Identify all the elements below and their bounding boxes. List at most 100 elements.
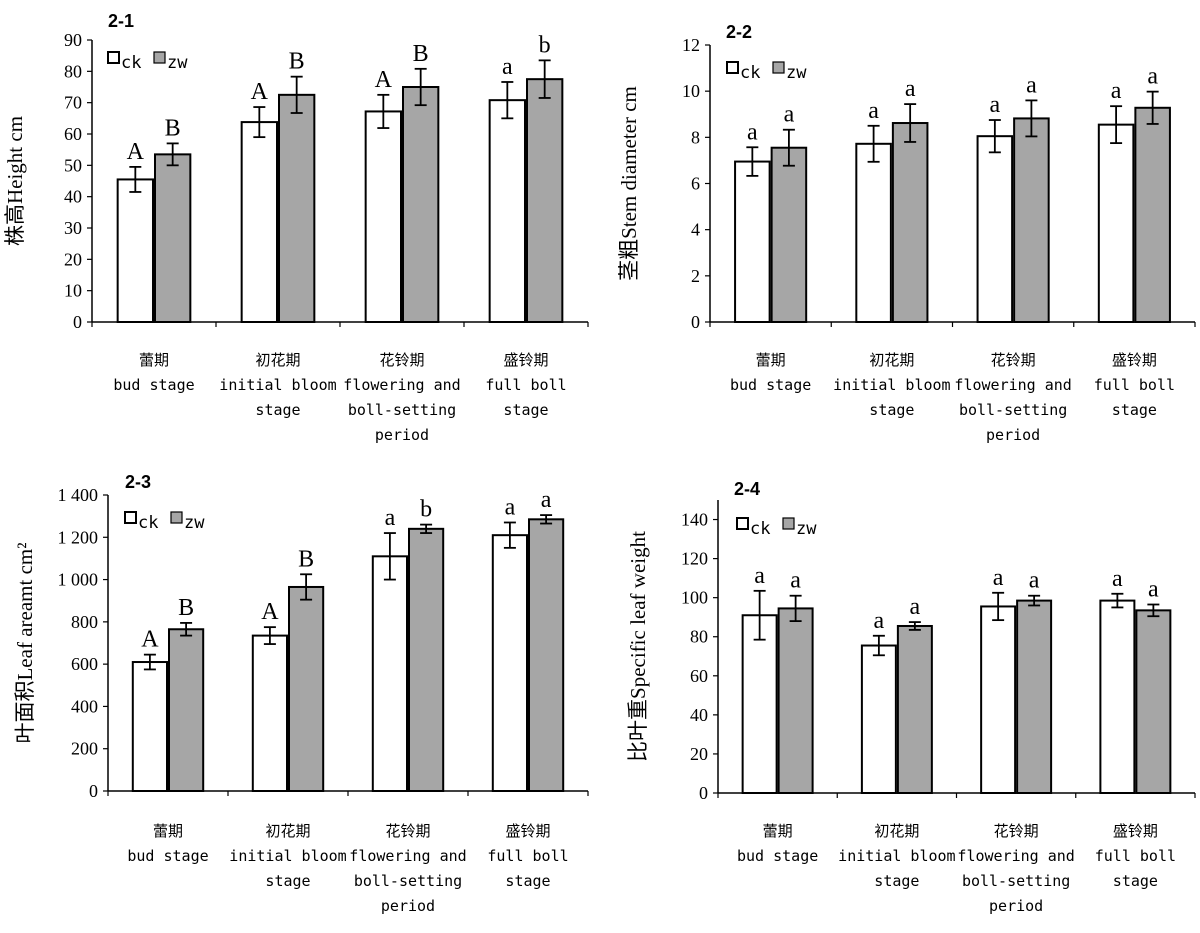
y-tick-label: 60 bbox=[64, 124, 82, 144]
y-tick-label: 1 400 bbox=[58, 485, 99, 505]
significance-label: a bbox=[1147, 64, 1158, 90]
y-tick-label: 800 bbox=[71, 612, 98, 632]
significance-label: a bbox=[505, 494, 516, 520]
x-category-label-cn: 盛铃期 bbox=[1113, 822, 1158, 840]
bar-zw-3 bbox=[1134, 106, 1171, 323]
significance-label: a bbox=[910, 594, 921, 620]
y-tick-label: 80 bbox=[64, 61, 82, 81]
bar-zw-0 bbox=[168, 628, 205, 792]
x-category-label-en: bud stage bbox=[737, 847, 818, 865]
x-category-label-en: boll-setting bbox=[354, 872, 462, 890]
panel-label: 2-2 bbox=[726, 22, 752, 42]
x-category-label-en: boll-setting bbox=[962, 872, 1070, 890]
significance-label: a bbox=[790, 568, 801, 594]
bar-zw-3 bbox=[1135, 609, 1172, 795]
x-category-label-en: boll-setting bbox=[348, 401, 456, 419]
y-tick-label: 10 bbox=[682, 81, 700, 101]
y-tick-label: 0 bbox=[699, 783, 708, 803]
significance-label: a bbox=[1148, 577, 1159, 603]
bar-ck-3 bbox=[491, 534, 528, 793]
x-category-label-cn: 盛铃期 bbox=[1112, 351, 1157, 369]
y-tick-label: 70 bbox=[64, 93, 82, 113]
y-tick-label: 1 200 bbox=[58, 527, 99, 547]
legend: ck zw bbox=[726, 61, 807, 83]
bar-ck-3 bbox=[1099, 599, 1136, 795]
y-tick-label: 20 bbox=[64, 249, 82, 269]
x-category-label-en: flowering and bbox=[957, 847, 1074, 865]
y-axis-title: 叶面积Leaf areamt cm² bbox=[13, 542, 37, 743]
legend: ck zw bbox=[124, 511, 205, 533]
y-tick-label: 1 000 bbox=[58, 570, 99, 590]
y-tick-label: 80 bbox=[690, 627, 708, 647]
legend-label-zw: zw bbox=[184, 513, 205, 533]
y-tick-label: 0 bbox=[691, 312, 700, 332]
bar-zw-2 bbox=[1016, 599, 1053, 795]
y-tick-label: 90 bbox=[64, 30, 82, 50]
significance-label: a bbox=[747, 119, 758, 145]
legend-swatch-ck bbox=[736, 517, 749, 530]
y-tick-label: 60 bbox=[690, 666, 708, 686]
y-tick-label: 4 bbox=[691, 220, 700, 240]
bar-zw-1 bbox=[896, 624, 933, 794]
significance-label: B bbox=[413, 41, 429, 67]
legend: ck zw bbox=[736, 517, 817, 539]
y-tick-label: 2 bbox=[691, 266, 700, 286]
x-category-label-en: boll-setting bbox=[959, 401, 1067, 419]
x-category-label-cn: 初花期 bbox=[869, 351, 914, 369]
legend-swatch-ck bbox=[726, 61, 739, 74]
y-tick-label: 100 bbox=[681, 588, 708, 608]
x-category-label-en: stage bbox=[874, 872, 919, 890]
x-category-label-cn: 盛铃期 bbox=[505, 822, 550, 840]
bar-zw-2 bbox=[1013, 117, 1050, 323]
significance-label: a bbox=[1111, 78, 1122, 104]
x-category-label-en: initial bloom bbox=[229, 847, 346, 865]
y-axis-title: 比叶重Specific leaf weight bbox=[626, 531, 650, 762]
y-tick-label: 30 bbox=[64, 218, 82, 238]
bar-ck-2 bbox=[980, 605, 1017, 794]
significance-label: B bbox=[298, 546, 314, 572]
x-category-label-cn: 蕾期 bbox=[756, 351, 786, 369]
x-category-label-en: stage bbox=[503, 401, 548, 419]
x-category-label-en: full boll bbox=[485, 376, 566, 394]
legend-label-zw: zw bbox=[796, 519, 817, 539]
bar-zw-0 bbox=[770, 146, 808, 323]
bar-ck-0 bbox=[741, 614, 778, 794]
x-category-label-en: full boll bbox=[1095, 847, 1176, 865]
legend-swatch-zw bbox=[782, 517, 795, 530]
y-tick-label: 0 bbox=[89, 781, 98, 801]
x-category-label-en: full boll bbox=[487, 847, 568, 865]
bar-ck-0 bbox=[116, 178, 155, 323]
bar-zw-2 bbox=[402, 86, 440, 323]
significance-label: B bbox=[289, 49, 305, 75]
x-category-label-en: stage bbox=[265, 872, 310, 890]
x-category-label-en: full boll bbox=[1094, 376, 1175, 394]
y-tick-label: 40 bbox=[690, 705, 708, 725]
x-category-label-en: period bbox=[986, 426, 1040, 444]
legend-swatch-ck bbox=[124, 511, 137, 524]
bar-ck-2 bbox=[364, 110, 403, 323]
legend: ck zw bbox=[107, 51, 188, 73]
x-category-label-en: stage bbox=[1112, 401, 1157, 419]
bar-ck-2 bbox=[976, 135, 1014, 323]
bar-zw-1 bbox=[278, 93, 316, 324]
y-tick-label: 10 bbox=[64, 281, 82, 301]
x-category-label-cn: 花铃期 bbox=[991, 351, 1036, 369]
bar-ck-1 bbox=[251, 634, 289, 792]
x-category-label-en: stage bbox=[505, 872, 550, 890]
significance-label: a bbox=[990, 92, 1001, 118]
significance-label: A bbox=[261, 599, 279, 625]
legend-swatch-zw bbox=[772, 61, 785, 74]
significance-label: a bbox=[1112, 566, 1123, 592]
legend-swatch-ck bbox=[107, 51, 120, 64]
x-category-label-cn: 花铃期 bbox=[379, 351, 424, 369]
x-category-label-en: stage bbox=[869, 401, 914, 419]
y-tick-label: 6 bbox=[691, 174, 700, 194]
significance-label: a bbox=[1029, 568, 1040, 594]
y-tick-label: 40 bbox=[64, 187, 82, 207]
bar-ck-3 bbox=[488, 99, 527, 323]
x-category-label-cn: 花铃期 bbox=[385, 822, 430, 840]
significance-label: a bbox=[868, 98, 879, 124]
